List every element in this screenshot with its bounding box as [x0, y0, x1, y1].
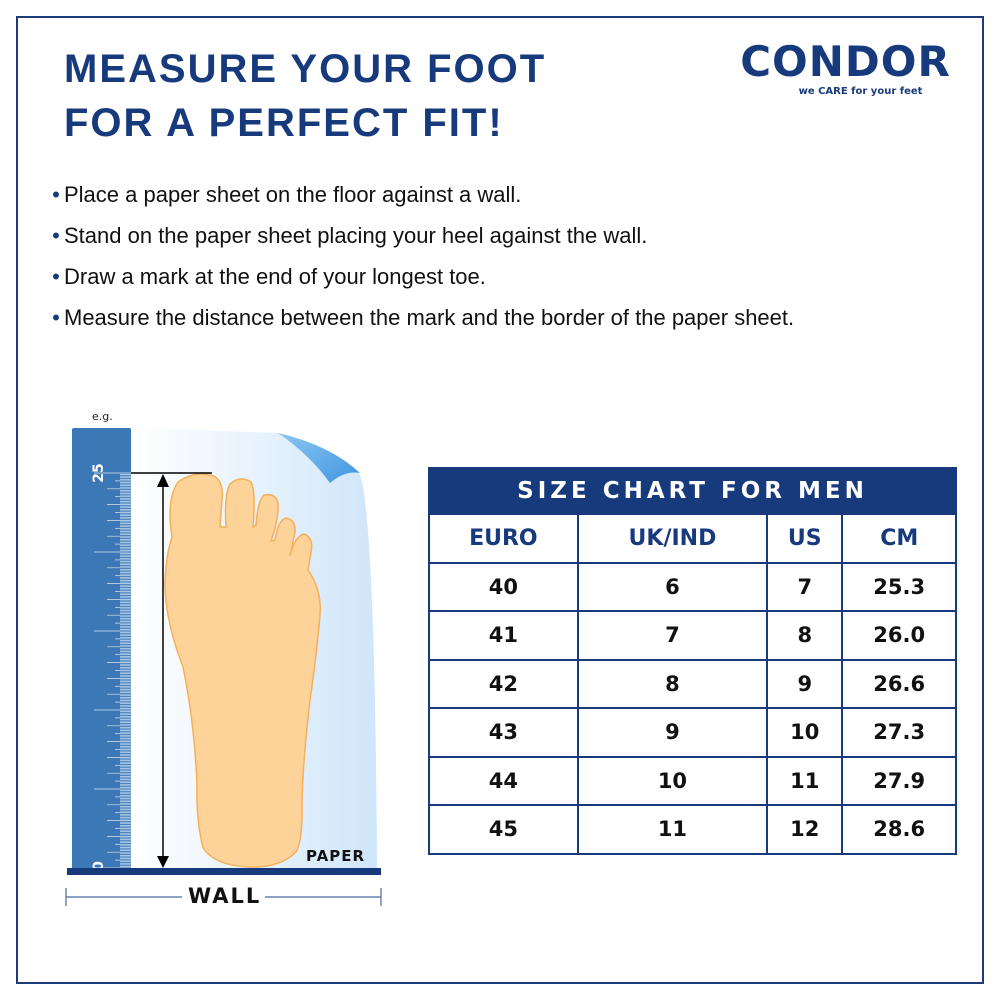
table-cell: 10	[766, 707, 844, 758]
title-line-1: MEASURE YOUR FOOT	[64, 47, 547, 91]
logo-tagline: we CARE for your feet	[798, 86, 923, 97]
wall-floor-bar	[67, 868, 381, 875]
table-cell: 27.3	[841, 707, 957, 758]
table-cell: 8	[766, 610, 844, 661]
paper-label: PAPER	[306, 847, 366, 865]
column-header: EURO	[428, 513, 579, 564]
table-row: 45 11 12 28.6	[428, 804, 957, 855]
table-cell: 27.9	[841, 755, 957, 806]
arrow-head-down	[157, 856, 169, 868]
table-cell: 11	[766, 755, 844, 806]
ruler	[72, 428, 131, 875]
table-row: 43 9 10 27.3	[428, 707, 957, 758]
column-header: UK/IND	[576, 513, 769, 564]
table-cell: 8	[576, 658, 769, 709]
ruler-label-25: 25	[91, 463, 107, 482]
table-row: 41 7 8 26.0	[428, 610, 957, 661]
page-title: MEASURE YOUR FOOT FOR A PERFECT FIT!	[64, 42, 546, 150]
table-cell: 12	[766, 804, 844, 855]
size-chart-title: SIZE CHART FOR MEN	[428, 467, 957, 515]
page-border	[16, 16, 984, 984]
table-row: 42 8 9 26.6	[428, 658, 957, 709]
wall-label: WALL	[188, 884, 262, 908]
title-line-2: FOR A PERFECT FIT!	[64, 101, 504, 145]
column-header: CM	[841, 513, 957, 564]
logo-name: CONDOR	[740, 37, 951, 86]
table-cell: 7	[766, 561, 844, 612]
table-cell: 45	[428, 804, 579, 855]
table-cell: 41	[428, 610, 579, 661]
instruction-list: • Place a paper sheet on the floor agains…	[48, 180, 794, 344]
table-cell: 10	[576, 755, 769, 806]
instruction-item: • Draw a mark at the end of your longest …	[52, 264, 486, 289]
table-row: 40 6 7 25.3	[428, 561, 957, 612]
table-cell: 25.3	[841, 561, 957, 612]
table-cell: 9	[766, 658, 844, 709]
example-label: e.g.	[92, 410, 113, 423]
instruction-item: • Place a paper sheet on the floor agains…	[52, 182, 522, 207]
table-header-row: EURO UK/IND US CM	[428, 513, 957, 564]
table-cell: 28.6	[841, 804, 957, 855]
table-cell: 7	[576, 610, 769, 661]
size-chart-table: SIZE CHART FOR MEN EURO UK/IND US CM 40 6…	[428, 467, 957, 855]
table-cell: 9	[576, 707, 769, 758]
foot-icon	[164, 473, 321, 868]
table-cell: 26.0	[841, 610, 957, 661]
table-cell: 43	[428, 707, 579, 758]
instruction-item: • Measure the distance between the mark a…	[52, 305, 795, 330]
condor-logo: CONDOR we CARE for your feet	[728, 40, 963, 98]
table-row: 44 10 11 27.9	[428, 755, 957, 806]
table-cell: 44	[428, 755, 579, 806]
ruler-ticks	[94, 472, 131, 869]
arrow-head-up	[157, 474, 169, 487]
table-cell: 26.6	[841, 658, 957, 709]
instruction-item: • Stand on the paper sheet placing your h…	[52, 223, 648, 248]
table-cell: 11	[576, 804, 769, 855]
table-cell: 6	[576, 561, 769, 612]
ruler-label-0: 0	[91, 861, 107, 871]
paper-curl	[278, 433, 360, 483]
column-header: US	[766, 513, 844, 564]
table-cell: 40	[428, 561, 579, 612]
table-cell: 42	[428, 658, 579, 709]
